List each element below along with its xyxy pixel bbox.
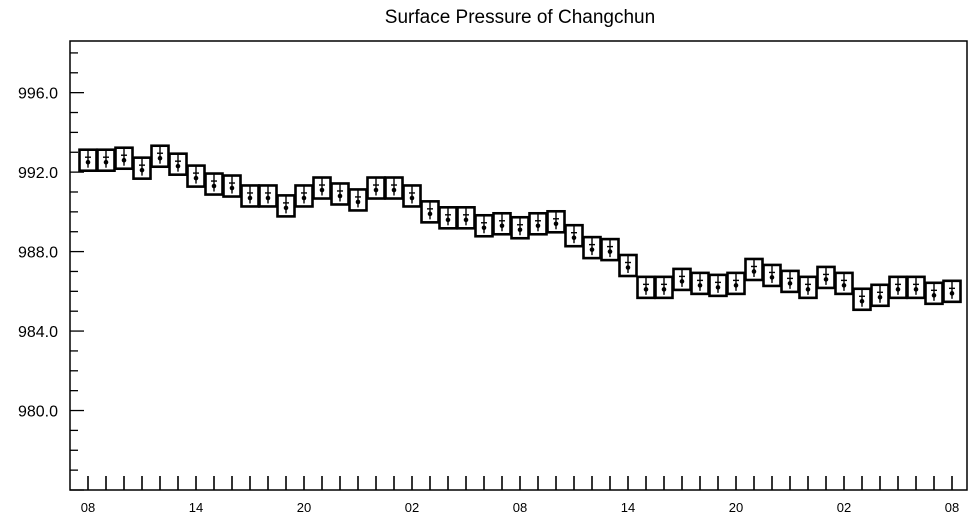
- data-point: [294, 184, 314, 208]
- data-point: [924, 281, 944, 306]
- y-tick-label: 988.0: [18, 245, 58, 262]
- data-point: [402, 184, 422, 208]
- data-point: [906, 275, 926, 300]
- data-point: [654, 275, 674, 300]
- data-point: [348, 188, 368, 212]
- data-point: [798, 275, 818, 300]
- data-markers: [78, 144, 962, 312]
- x-tick-label: 08: [81, 500, 95, 515]
- axes: 980.0 984.0 988.0 992.0 996.0 08 14 20 02 08 14 20 0…: [18, 52, 959, 515]
- data-point: [366, 176, 386, 200]
- data-point: [852, 287, 872, 312]
- data-point: [456, 206, 476, 230]
- data-point: [150, 144, 170, 169]
- data-point: [708, 273, 728, 298]
- data-point: [690, 271, 710, 296]
- x-tick-label: 20: [729, 500, 743, 515]
- data-point: [618, 253, 638, 278]
- data-point: [780, 269, 800, 294]
- x-tick-label: 02: [837, 500, 851, 515]
- data-point: [510, 215, 530, 240]
- x-tick-label: 08: [945, 500, 959, 515]
- data-point: [726, 271, 746, 296]
- data-point: [222, 174, 242, 198]
- data-point: [420, 200, 440, 224]
- data-point: [870, 283, 890, 308]
- data-point: [528, 211, 548, 236]
- data-point: [240, 184, 260, 208]
- data-point: [186, 164, 206, 188]
- data-point: [258, 184, 278, 208]
- x-tick-label: 14: [621, 500, 635, 515]
- plot-frame: [69, 40, 968, 491]
- data-point: [78, 148, 98, 173]
- data-point: [438, 206, 458, 230]
- data-point: [474, 213, 494, 238]
- data-point: [888, 275, 908, 300]
- y-tick-label: 992.0: [18, 165, 58, 182]
- data-point: [96, 148, 116, 173]
- x-tick-label: 08: [513, 500, 527, 515]
- data-point: [672, 267, 692, 292]
- data-point: [330, 182, 350, 206]
- data-point: [168, 152, 188, 176]
- data-point: [132, 156, 152, 180]
- data-point: [546, 209, 566, 234]
- data-point: [492, 211, 512, 236]
- data-point: [942, 279, 962, 304]
- data-point: [312, 176, 332, 200]
- data-point: [600, 237, 620, 262]
- data-point: [564, 223, 584, 248]
- x-tick-label: 14: [189, 500, 203, 515]
- y-tick-label: 996.0: [18, 86, 58, 103]
- data-point: [744, 257, 764, 282]
- y-tick-label: 984.0: [18, 324, 58, 341]
- x-tick-label: 20: [297, 500, 311, 515]
- y-tick-label: 980.0: [18, 404, 58, 421]
- data-point: [636, 275, 656, 300]
- chart-title: Surface Pressure of Changchun: [385, 7, 655, 28]
- data-point: [582, 235, 602, 260]
- data-point: [114, 146, 134, 171]
- data-point: [834, 271, 854, 296]
- data-point: [762, 263, 782, 288]
- data-point: [816, 265, 836, 290]
- x-tick-label: 02: [405, 500, 419, 515]
- data-point: [276, 194, 296, 218]
- data-point: [204, 172, 224, 196]
- data-point: [384, 176, 404, 200]
